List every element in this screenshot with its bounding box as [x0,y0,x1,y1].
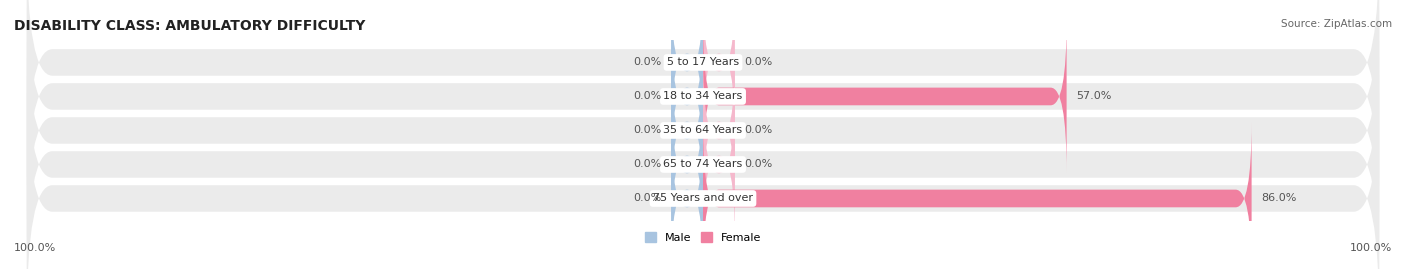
FancyBboxPatch shape [703,0,735,139]
Text: 65 to 74 Years: 65 to 74 Years [664,160,742,169]
Text: 0.0%: 0.0% [633,125,662,136]
FancyBboxPatch shape [703,122,1251,269]
Text: Source: ZipAtlas.com: Source: ZipAtlas.com [1281,19,1392,29]
Legend: Male, Female: Male, Female [641,228,765,247]
FancyBboxPatch shape [27,76,1379,269]
FancyBboxPatch shape [671,54,703,207]
Text: 0.0%: 0.0% [633,160,662,169]
FancyBboxPatch shape [671,0,703,139]
Text: 5 to 17 Years: 5 to 17 Years [666,58,740,68]
Text: 0.0%: 0.0% [744,160,773,169]
FancyBboxPatch shape [671,122,703,269]
Text: 35 to 64 Years: 35 to 64 Years [664,125,742,136]
Text: 100.0%: 100.0% [14,243,56,253]
Text: 0.0%: 0.0% [744,125,773,136]
FancyBboxPatch shape [703,20,1067,173]
Text: 0.0%: 0.0% [633,58,662,68]
Text: 0.0%: 0.0% [633,91,662,101]
Text: 0.0%: 0.0% [744,58,773,68]
Text: 57.0%: 57.0% [1076,91,1112,101]
Text: 100.0%: 100.0% [1350,243,1392,253]
FancyBboxPatch shape [703,54,735,207]
FancyBboxPatch shape [671,88,703,241]
FancyBboxPatch shape [27,0,1379,185]
Text: 18 to 34 Years: 18 to 34 Years [664,91,742,101]
Text: 0.0%: 0.0% [633,193,662,203]
FancyBboxPatch shape [671,20,703,173]
Text: 86.0%: 86.0% [1261,193,1296,203]
Text: DISABILITY CLASS: AMBULATORY DIFFICULTY: DISABILITY CLASS: AMBULATORY DIFFICULTY [14,19,366,33]
FancyBboxPatch shape [27,42,1379,269]
Text: 75 Years and over: 75 Years and over [652,193,754,203]
FancyBboxPatch shape [27,8,1379,253]
FancyBboxPatch shape [27,0,1379,219]
FancyBboxPatch shape [703,88,735,241]
